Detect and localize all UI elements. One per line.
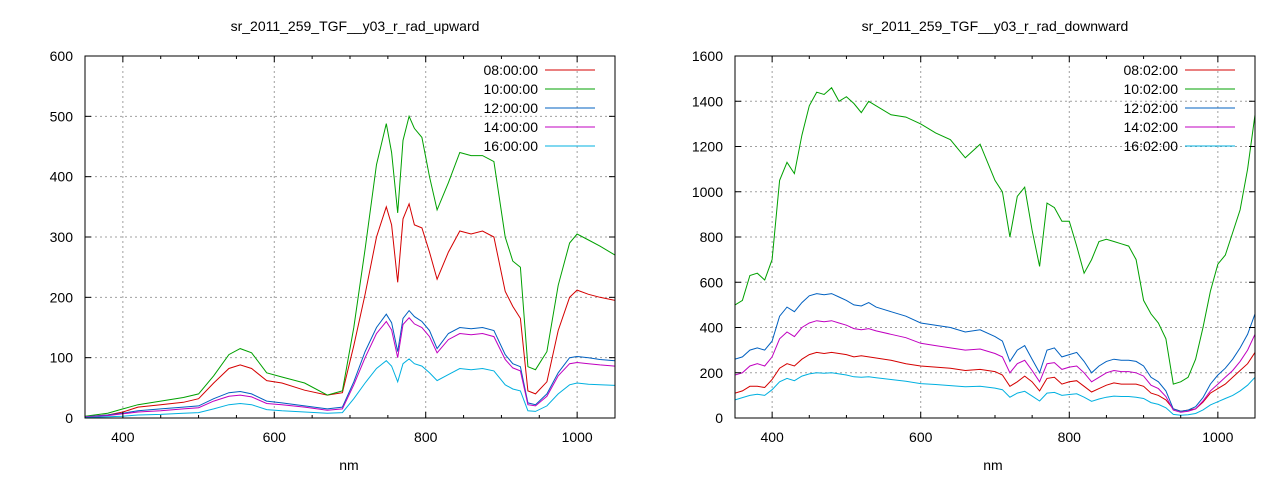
chart-1-series-1-line bbox=[85, 202, 615, 418]
chart-2-ytick-label: 1000 bbox=[692, 184, 723, 200]
chart-1-xtick-label: 1000 bbox=[562, 429, 593, 445]
chart-2-legend-label-3: 12:02:00 bbox=[1124, 100, 1179, 116]
chart-2-ytick-label: 600 bbox=[700, 274, 724, 290]
chart-1-xtick-label: 800 bbox=[414, 429, 438, 445]
chart-1-legend-label-5: 16:00:00 bbox=[484, 138, 539, 154]
chart-1-series-5-line bbox=[85, 358, 615, 418]
chart-1-ytick-label: 500 bbox=[50, 108, 74, 124]
chart-2-ytick-label: 800 bbox=[700, 229, 724, 245]
chart-2-legend-label-4: 14:02:00 bbox=[1124, 119, 1179, 135]
chart-2-xtick-label: 400 bbox=[760, 429, 784, 445]
chart-1-series-3-line bbox=[85, 309, 615, 418]
chart-1-xtick-label: 400 bbox=[111, 429, 135, 445]
chart-2-title: sr_2011_259_TGF__y03_r_rad_downward bbox=[862, 18, 1129, 34]
chart-2-xtick-label: 600 bbox=[909, 429, 933, 445]
chart-1-ytick-label: 600 bbox=[50, 48, 74, 64]
chart-1-series-4-line bbox=[85, 317, 615, 418]
chart-2-series-1-line bbox=[735, 351, 1255, 412]
chart-1-legend-label-4: 14:00:00 bbox=[484, 119, 539, 135]
chart-1-xlabel: nm bbox=[339, 457, 358, 473]
chart-1-series-2-line bbox=[85, 114, 615, 417]
chart-1-ytick-label: 0 bbox=[65, 410, 73, 426]
chart-1-legend-label-3: 12:00:00 bbox=[484, 100, 539, 116]
chart-2-legend-label-5: 16:02:00 bbox=[1124, 138, 1179, 154]
chart-2-series-5-line bbox=[735, 372, 1255, 416]
chart-2-legend-label-1: 08:02:00 bbox=[1124, 62, 1179, 78]
chart-2-series-4-line bbox=[735, 320, 1255, 413]
chart-1-title: sr_2011_259_TGF__y03_r_rad_upward bbox=[231, 18, 480, 34]
chart-2-ytick-label: 200 bbox=[700, 365, 724, 381]
chart-1-legend-label-1: 08:00:00 bbox=[484, 62, 539, 78]
chart-1-ytick-label: 200 bbox=[50, 289, 74, 305]
chart-1-xtick-label: 600 bbox=[263, 429, 287, 445]
chart-2-series-3-line bbox=[735, 293, 1255, 412]
chart-2-ytick-label: 400 bbox=[700, 320, 724, 336]
chart-2-xlabel: nm bbox=[983, 457, 1002, 473]
chart-1-ytick-label: 300 bbox=[50, 229, 74, 245]
chart-2-xtick-label: 800 bbox=[1058, 429, 1082, 445]
chart-1-legend-label-2: 10:00:00 bbox=[484, 81, 539, 97]
chart-2-legend-label-2: 10:02:00 bbox=[1124, 81, 1179, 97]
chart-2-xtick-label: 1000 bbox=[1202, 429, 1233, 445]
chart-2-ytick-label: 1200 bbox=[692, 139, 723, 155]
chart-1-ytick-label: 400 bbox=[50, 169, 74, 185]
chart-2-ytick-label: 0 bbox=[715, 410, 723, 426]
chart-2-series-2-line bbox=[735, 86, 1255, 385]
chart-1-ytick-label: 100 bbox=[50, 350, 74, 366]
chart-2-ytick-label: 1400 bbox=[692, 93, 723, 109]
chart-2-ytick-label: 1600 bbox=[692, 48, 723, 64]
